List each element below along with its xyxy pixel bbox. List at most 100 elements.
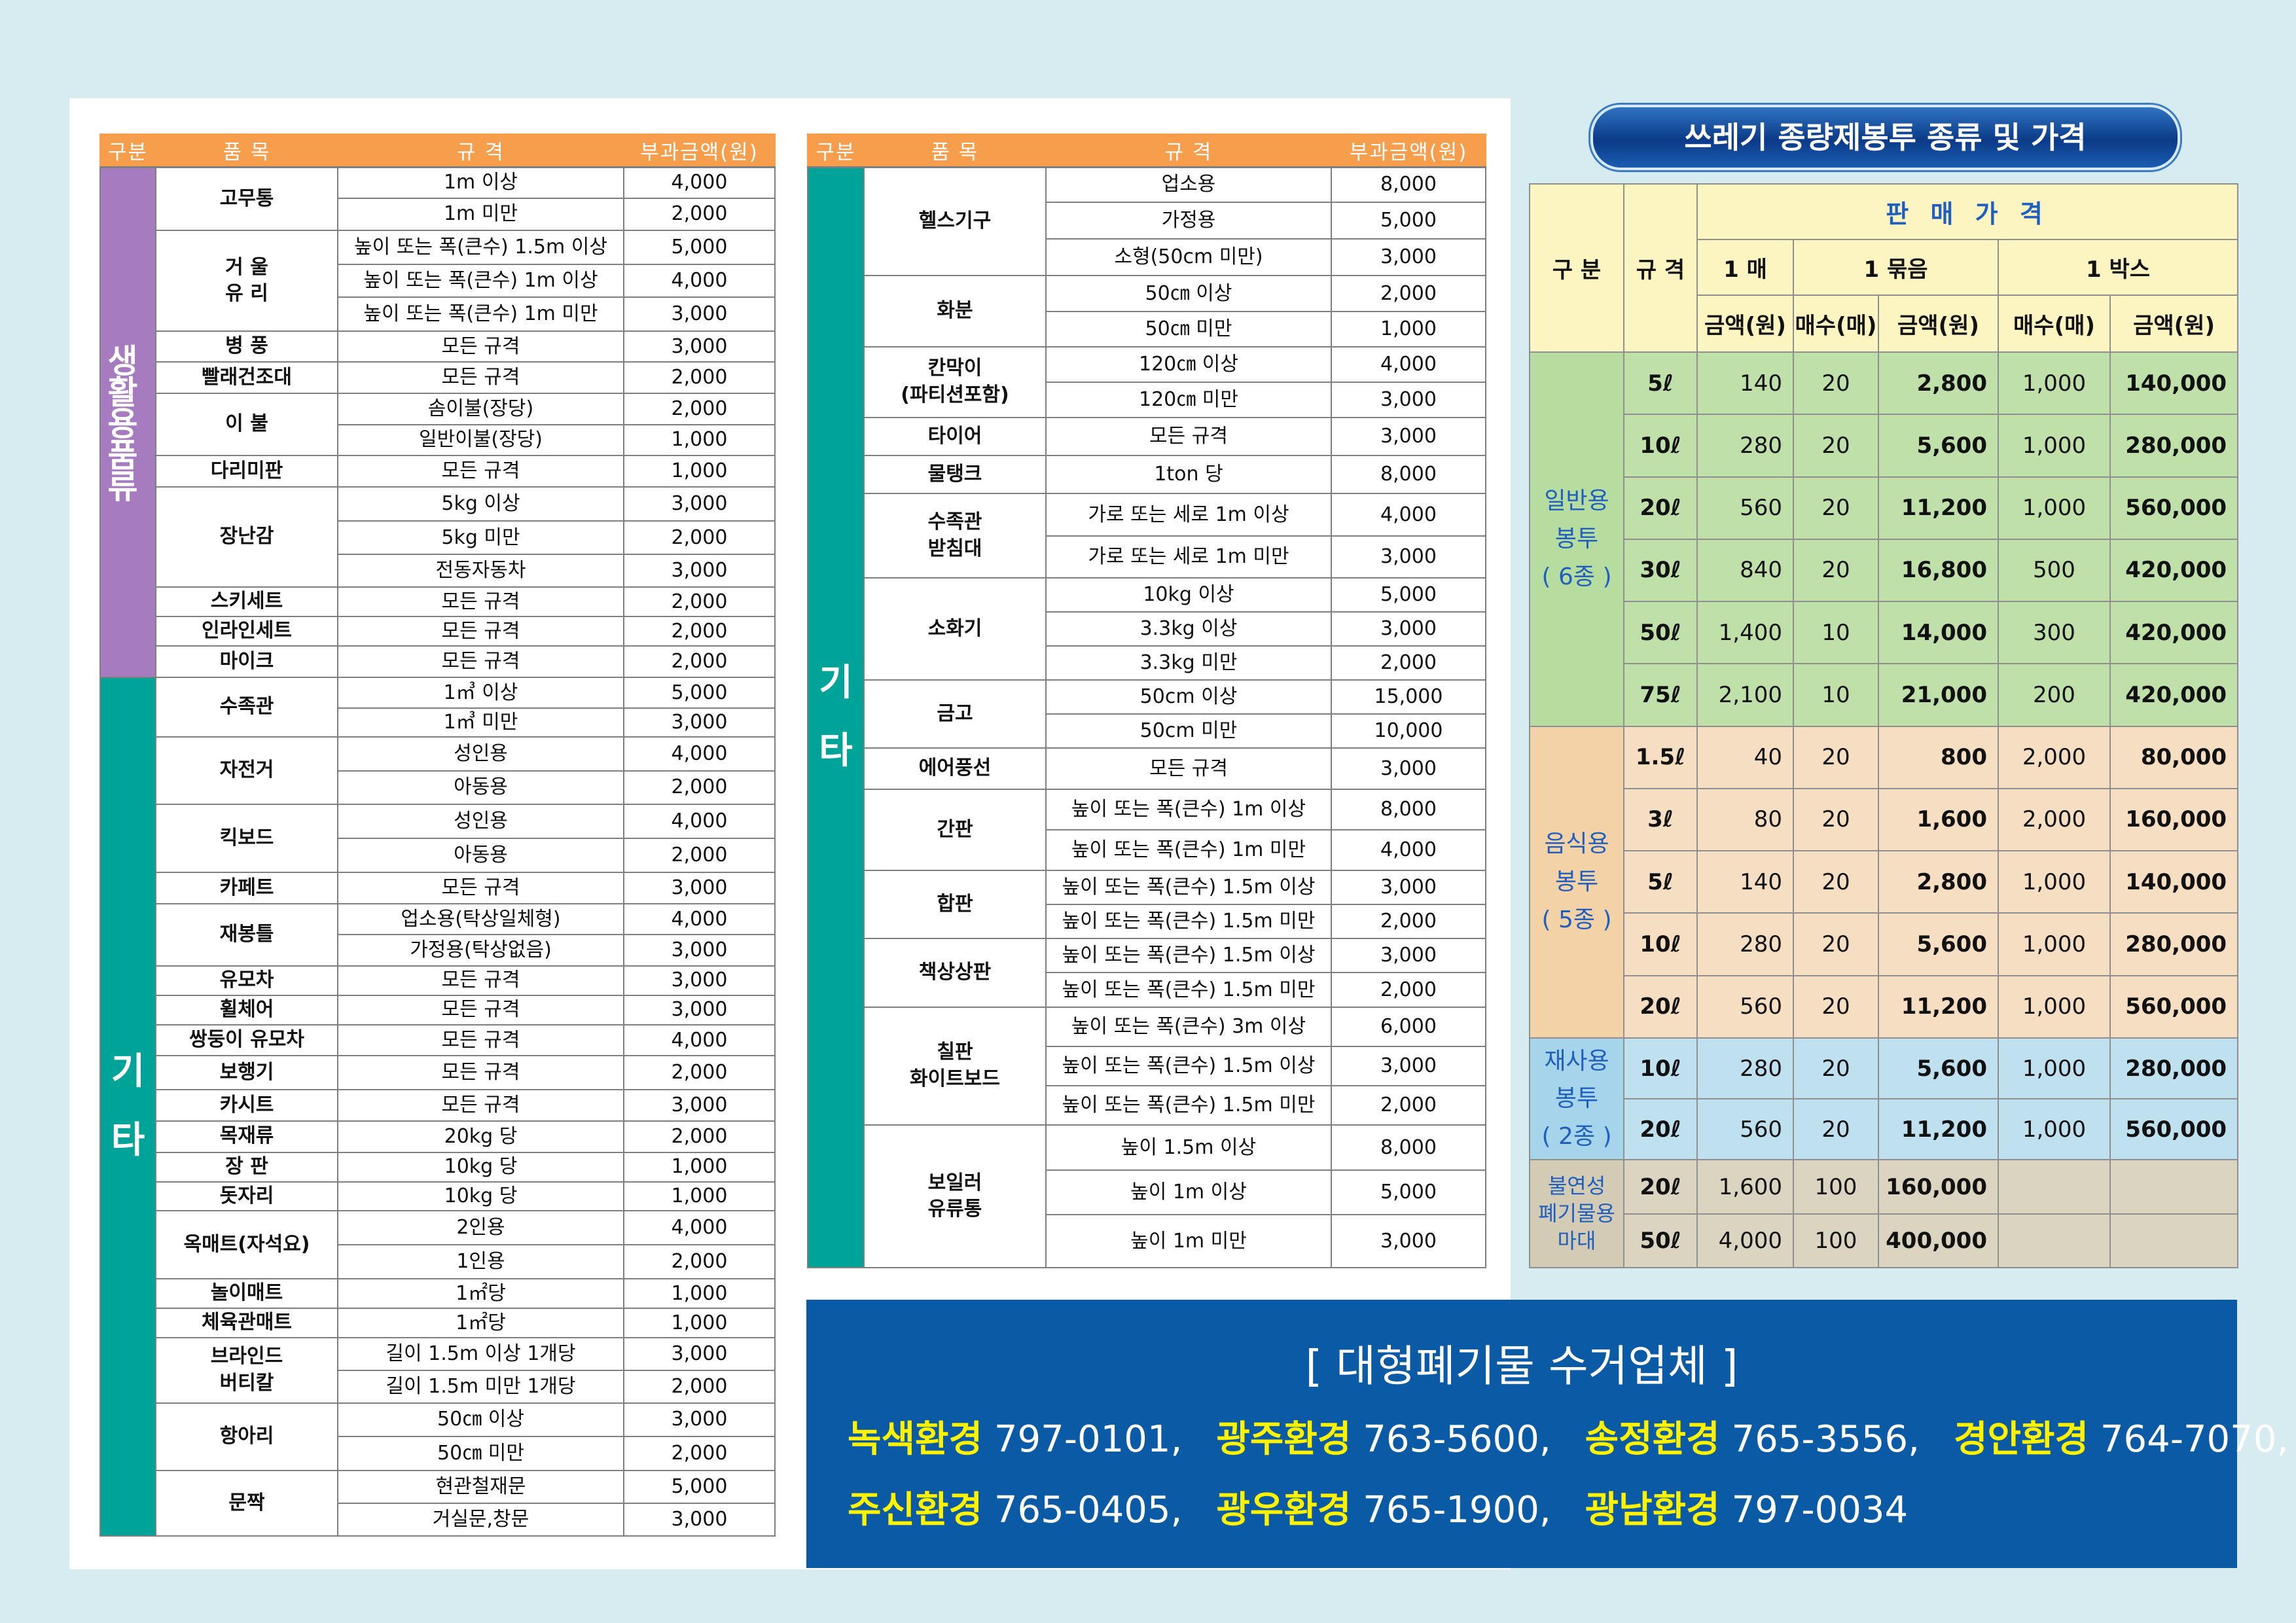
bag-group-label: 재사용 봉투 ( 2종 ) (1529, 1037, 1624, 1161)
price-row: 75ℓ 2,100 10 21,000 200 420,000 (1530, 663, 2239, 727)
table-row: 소형(50cm 미만) 3,000 (808, 238, 1486, 277)
single-amount: 2,100 (1696, 663, 1794, 727)
spec-cell: 50cm 이상 (1045, 679, 1332, 715)
item-name: 스키세트 (155, 586, 338, 618)
table-row: 3.3kg 미만 2,000 (808, 645, 1486, 681)
bundle-count: 20 (1793, 974, 1879, 1039)
table-row: 옥매트(자석요) 2인용 4,000 (100, 1210, 776, 1280)
left-fee-table: 구분 품 목 규 격 부과금액(원) 생활용품류 고무통 1m 이상 4,000 1m … (99, 134, 776, 1537)
table-row: 높이 또는 폭(큰수) 1m 미만 4,000 (808, 829, 1486, 872)
item-name: 칸막이 (파티션포함) (863, 346, 1047, 418)
collector-phone: 764-7070, (2089, 1418, 2289, 1461)
item-line: 유 리 (225, 282, 268, 306)
bag-group-label: 음식용 봉투 ( 5종 ) (1529, 725, 1624, 1039)
fee-cell: 3,000 (1331, 938, 1486, 974)
bag-size: 20ℓ (1623, 1098, 1698, 1161)
spec-cell: 모든 규격 (337, 455, 624, 488)
spec-cell: 모든 규격 (1045, 747, 1332, 790)
table-row: 스키세트 모든 규격 2,000 (100, 586, 776, 618)
table-row: 50cm 미만 10,000 (808, 713, 1486, 749)
single-amount: 1,400 (1696, 601, 1794, 665)
box-count: 1,000 (1998, 1037, 2111, 1100)
single-amount: 40 (1696, 725, 1794, 789)
item-name: 수족관 (155, 676, 338, 738)
fee-cell: 1,000 (1331, 310, 1486, 348)
box-count: 1,000 (1998, 1098, 2111, 1161)
left-table-header: 구분 품 목 규 격 부과금액(원) (99, 134, 776, 168)
single-amount: 560 (1696, 974, 1794, 1039)
spec-cell: 1㎥ 이상 (337, 676, 624, 709)
fee-cell: 2,000 (623, 1436, 776, 1472)
fee-cell: 4,000 (623, 264, 776, 298)
box-amount: 420,000 (2109, 663, 2239, 727)
fee-cell: 6,000 (1331, 1006, 1486, 1047)
table-row: 보행기 모든 규격 2,000 (100, 1055, 776, 1091)
fee-cell: 1,000 (623, 1278, 776, 1310)
bag-size: 30ℓ (1623, 538, 1698, 603)
fee-cell: 4,000 (1331, 829, 1486, 872)
bundle-count: 20 (1793, 725, 1879, 789)
fee-cell: 10,000 (1331, 713, 1486, 749)
table-row: 목재류 20kg 당 2,000 (100, 1120, 776, 1153)
single-amount: 1,600 (1696, 1159, 1794, 1215)
spec-cell: 1m 이상 (337, 166, 624, 199)
table-row: 유모차 모든 규격 3,000 (100, 965, 776, 996)
collector-phone: 765-0405, (982, 1489, 1183, 1531)
price-row: 불연성 폐기물용 마대 20ℓ 1,600 100 160,000 (1529, 1159, 2239, 1268)
spec-cell: 업소용 (1045, 166, 1332, 204)
fee-cell: 2,000 (1331, 275, 1486, 312)
spec-cell: 높이 또는 폭(큰수) 1m 미만 (337, 296, 624, 332)
box-amount: 280,000 (2109, 912, 2239, 976)
price-header-sale: 판 매 가 격 (1696, 183, 2239, 240)
item-line: 유류통 (927, 1198, 982, 1221)
table-row: 아동용 2,000 (100, 838, 776, 874)
spec-cell: 가로 또는 세로 1m 미만 (1045, 535, 1332, 579)
bag-size: 5ℓ (1623, 850, 1698, 914)
table-row: 칸막이 (파티션포함) 120㎝ 이상 4,000 (808, 346, 1486, 418)
single-amount: 280 (1696, 414, 1794, 478)
price-header-box: 1 박스 (1997, 239, 2239, 296)
box-amount (2109, 1159, 2239, 1215)
fee-cell: 2,000 (623, 197, 776, 232)
bundle-amount: 14,000 (1878, 601, 1999, 665)
table-row: 가로 또는 세로 1m 미만 3,000 (808, 535, 1486, 579)
table-row: 가정용(탁상없음) 3,000 (100, 934, 776, 967)
collector-phone: 763-5600, (1351, 1418, 1551, 1461)
bundle-amount: 11,200 (1878, 476, 1999, 540)
item-name: 타이어 (863, 416, 1047, 457)
fee-cell: 2,000 (1331, 645, 1486, 681)
category-label: 생활용품류 (101, 344, 139, 501)
item-line: 버티칼 (219, 1371, 274, 1395)
category-cell: 생활용품류 (99, 166, 156, 678)
box-amount: 160,000 (2109, 787, 2239, 852)
box-count: 500 (1998, 538, 2111, 603)
spec-cell: 120㎝ 이상 (1045, 346, 1332, 383)
item-name: 물탱크 (863, 455, 1047, 495)
single-amount: 280 (1696, 1037, 1794, 1100)
fee-cell: 2,000 (623, 361, 776, 394)
collectors-line-1: 녹색환경 797-0101, 광주환경 763-5600, 송정환경 765-355… (848, 1410, 2288, 1463)
fee-cell: 2,000 (623, 392, 776, 425)
group-label-line: 음식용 (1544, 830, 1609, 858)
table-row: 합판 높이 또는 폭(큰수) 1.5m 이상 3,000 (808, 870, 1486, 940)
box-count: 200 (1998, 663, 2111, 727)
spec-cell: 50㎝ 이상 (337, 1402, 624, 1438)
item-line: 화이트보드 (910, 1067, 1000, 1090)
bag-size: 50ℓ (1623, 1213, 1698, 1269)
table-row: 120㎝ 미만 3,000 (808, 381, 1486, 418)
box-amount: 140,000 (2109, 351, 2239, 416)
price-header-size: 규 격 (1623, 183, 1698, 353)
spec-cell: 높이 또는 폭(큰수) 3m 이상 (1045, 1006, 1332, 1047)
fee-cell: 2,000 (623, 616, 776, 647)
table-row: 1㎥ 미만 3,000 (100, 707, 776, 738)
bundle-amount: 2,800 (1878, 351, 1999, 416)
fee-cell: 2,000 (1331, 972, 1486, 1008)
group-label-line: 재사용 (1544, 1047, 1609, 1075)
table-row: 다리미판 모든 규격 1,000 (100, 455, 776, 488)
bundle-count: 20 (1793, 850, 1879, 914)
item-name: 빨래건조대 (155, 361, 338, 394)
spec-cell: 전동자동차 (337, 554, 624, 588)
item-name: 장난감 (155, 486, 338, 588)
table-row: 이 불 솜이불(장당) 2,000 (100, 392, 776, 457)
